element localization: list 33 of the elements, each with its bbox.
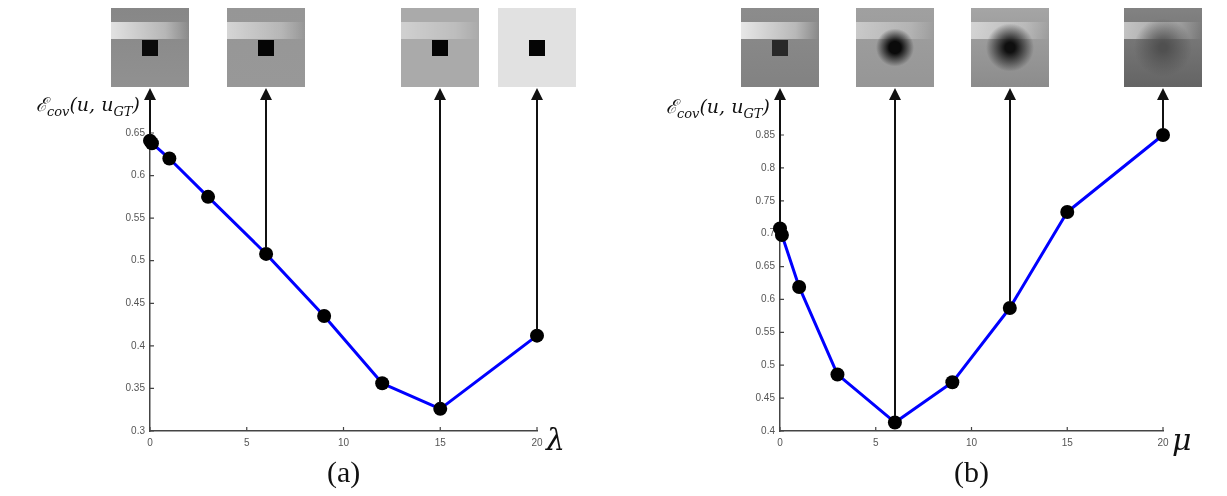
x-tick-label: 5 [243, 436, 250, 448]
x-tick-label: 20 [1157, 436, 1169, 448]
y-axis-title: ℰ$_{cov}$(u, u$_{GT}$) [666, 95, 770, 123]
y-tick-label: 0.6 [761, 293, 776, 305]
x-tick-label: 15 [434, 436, 447, 448]
y-tick-label: 0.85 [755, 128, 776, 140]
x-tick-label: 5 [872, 436, 879, 448]
x-tick-label: 10 [337, 436, 350, 448]
x-tick-label: 0 [147, 436, 154, 448]
y-tick-label: 0.45 [125, 297, 146, 309]
x-tick-label: 0 [777, 436, 784, 448]
x-tick-label: 15 [1061, 436, 1074, 448]
y-tick-label: 0.5 [761, 358, 776, 370]
text: (a) [327, 455, 361, 489]
y-tick-label: 0.4 [761, 424, 776, 436]
y-tick-label: 0.65 [755, 260, 776, 272]
y-tick-label: 0.65 [125, 126, 146, 138]
y-tick-label: 0.5 [131, 254, 146, 266]
x-tick-label: 20 [531, 436, 543, 448]
y-tick-label: 0.6 [131, 169, 146, 181]
y-tick-label: 0.55 [755, 326, 776, 338]
x-axis-title: λ [546, 422, 566, 457]
y-axis-title: ℰ$_{cov}$(u, u$_{GT}$) [36, 93, 140, 121]
y-tick-label: 0.8 [761, 161, 776, 173]
x-tick-label: 10 [965, 436, 978, 448]
y-tick-label: 0.75 [755, 194, 776, 206]
text: (b) [954, 455, 989, 489]
y-tick-label: 0.45 [755, 391, 776, 403]
x-axis-title: μ [1172, 422, 1192, 457]
y-tick-label: 0.55 [125, 211, 146, 223]
y-tick-label: 0.4 [131, 339, 146, 351]
y-tick-label: 0.3 [131, 424, 146, 436]
y-tick-label: 0.35 [125, 382, 146, 394]
